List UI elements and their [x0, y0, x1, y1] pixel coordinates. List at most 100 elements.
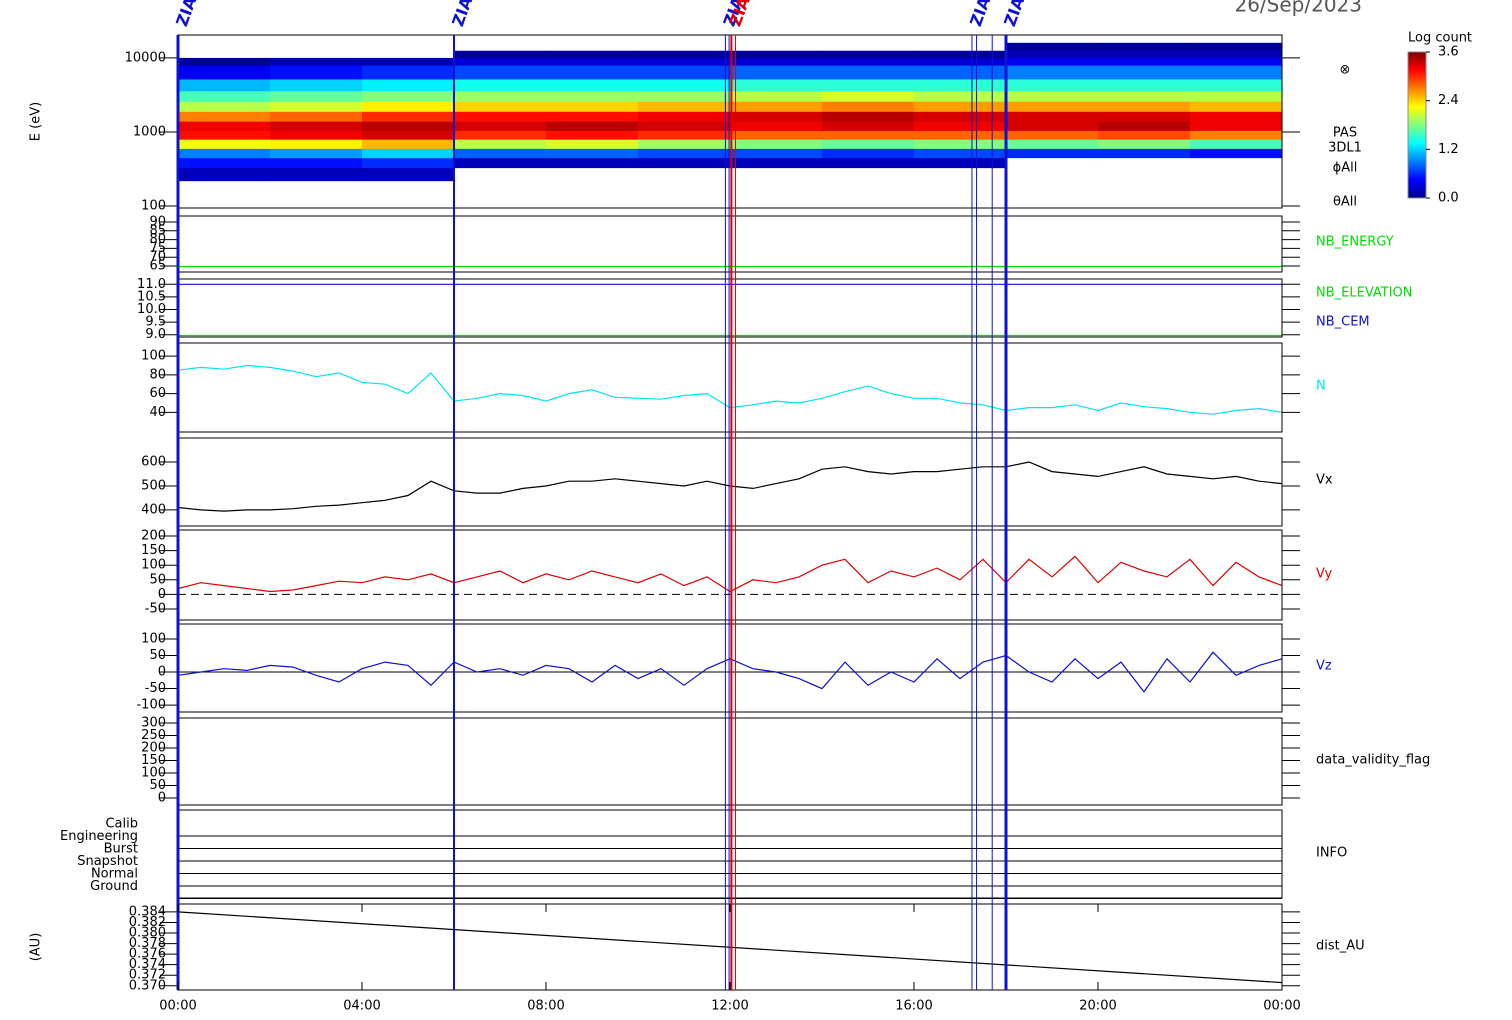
side-label: θAll — [1333, 195, 1357, 210]
heat-cell — [822, 101, 915, 112]
heat-cell — [178, 121, 271, 131]
heat-cell — [1190, 101, 1283, 112]
heat-cell — [1098, 65, 1191, 80]
heat-cell — [1098, 78, 1191, 92]
heat-cell — [546, 57, 639, 66]
heat-cell — [362, 139, 455, 149]
heat-cell — [638, 121, 731, 131]
series-line — [177, 461, 1283, 512]
heat-cell — [454, 111, 547, 122]
heat-cell — [730, 50, 823, 59]
heat-cell — [1098, 90, 1191, 102]
y-axis-label: E (eV) — [29, 102, 44, 141]
side-label: 3DL1 — [1328, 141, 1362, 156]
heat-cell — [1098, 148, 1191, 159]
heat-cell — [362, 78, 455, 92]
heat-cell — [1190, 148, 1283, 159]
heat-cell — [178, 57, 271, 66]
y-tick-label: 11.0 — [137, 277, 166, 292]
heat-cell — [362, 157, 455, 169]
y-tick-label: 250 — [141, 728, 166, 743]
heat-cell — [1006, 42, 1099, 52]
heat-cell — [638, 57, 731, 66]
y-tick-label: 500 — [141, 478, 166, 493]
category-label: Snapshot — [77, 854, 138, 869]
side-label: ϕAll — [1333, 161, 1358, 176]
heat-cell — [546, 65, 639, 80]
heat-cell — [1006, 57, 1099, 66]
category-label: Calib — [105, 817, 138, 832]
heat-cell — [1006, 50, 1099, 59]
heat-cell — [1098, 121, 1191, 131]
y-tick-label: 65 — [149, 259, 166, 274]
heat-cell — [638, 65, 731, 80]
panel-frame — [177, 717, 1283, 806]
heat-cell — [1190, 42, 1283, 52]
heat-cell — [362, 111, 455, 122]
x-tick-label: 12:00 — [711, 999, 748, 1014]
y-tick-label: 0.380 — [129, 926, 166, 941]
heat-cell — [1006, 78, 1099, 92]
heat-cell — [914, 130, 1007, 140]
y-tick-label: 150 — [141, 753, 166, 768]
y-tick-label: 200 — [141, 741, 166, 756]
heat-cell — [730, 121, 823, 131]
heat-cell — [822, 130, 915, 140]
heat-cell — [1098, 111, 1191, 122]
category-label: Normal — [91, 867, 138, 882]
series-label: Vx — [1316, 473, 1333, 488]
heat-cell — [914, 78, 1007, 92]
series-label: dist_AU — [1316, 939, 1365, 954]
series-label: NB_ELEVATION — [1316, 286, 1413, 301]
heat-cell — [730, 139, 823, 149]
heat-cell — [914, 90, 1007, 102]
heat-cell — [362, 167, 455, 182]
heat-cell — [362, 121, 455, 131]
heat-cell — [1006, 111, 1099, 122]
heat-cell — [822, 90, 915, 102]
y-tick-label: 0.378 — [129, 936, 166, 951]
heat-cell — [546, 111, 639, 122]
heat-cell — [730, 78, 823, 92]
heat-cell — [362, 65, 455, 80]
y-tick-label: 100 — [141, 632, 166, 647]
heat-cell — [270, 121, 363, 131]
event-label: ZIAS — [1000, 0, 1032, 29]
heat-cell — [546, 130, 639, 140]
category-label: Burst — [104, 842, 138, 857]
heat-cell — [914, 157, 1007, 169]
x-tick-label: 08:00 — [527, 999, 564, 1014]
series-line — [177, 555, 1283, 593]
x-tick-label: 00:00 — [1263, 999, 1300, 1014]
heat-cell — [1098, 42, 1191, 52]
colorbar-label: 1.2 — [1438, 142, 1459, 157]
heat-cell — [546, 90, 639, 102]
y-tick-label: 85 — [149, 223, 166, 238]
heat-cell — [1190, 111, 1283, 122]
heat-cell — [914, 121, 1007, 131]
heat-cell — [730, 130, 823, 140]
heat-cell — [822, 157, 915, 169]
heat-cell — [454, 130, 547, 140]
heat-cell — [1006, 139, 1099, 149]
heat-cell — [546, 50, 639, 59]
y-tick-label: 0.372 — [129, 968, 166, 983]
side-label: PAS — [1333, 126, 1357, 141]
colorbar — [1407, 51, 1427, 199]
y-tick-label: 75 — [149, 241, 166, 256]
side-label: ⊗ — [1340, 63, 1351, 78]
heat-cell — [822, 111, 915, 122]
y-tick-label: -100 — [136, 698, 166, 713]
heat-cell — [362, 148, 455, 159]
series-label: NB_CEM — [1316, 315, 1370, 330]
series-label: Vz — [1316, 659, 1332, 674]
heat-cell — [454, 157, 547, 169]
heat-cell — [454, 121, 547, 131]
x-tick-label: 20:00 — [1079, 999, 1116, 1014]
heat-cell — [1190, 130, 1283, 140]
colorbar-label: 0.0 — [1438, 191, 1459, 206]
heat-cell — [1190, 57, 1283, 66]
panel-frame — [177, 623, 1283, 713]
y-tick-label: -50 — [145, 681, 166, 696]
heat-cell — [730, 148, 823, 159]
